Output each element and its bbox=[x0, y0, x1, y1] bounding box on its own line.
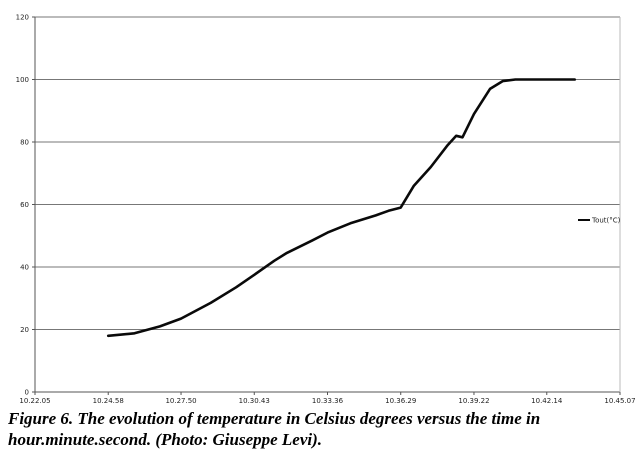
legend-label: Tout(°C) bbox=[591, 217, 621, 225]
y-tick-label: 60 bbox=[20, 201, 29, 209]
figure-caption: Figure 6. The evolution of temperature i… bbox=[8, 409, 541, 449]
temperature-chart: 0 20 40 60 80 100 120 10.22.05 10.24.58 10.27.50… bbox=[16, 14, 636, 406]
y-tick-label: 0 bbox=[25, 389, 29, 397]
x-tick-labels: 10.22.05 10.24.58 10.27.50 10.30.43 10.33.36… bbox=[19, 392, 636, 405]
legend: Tout(°C) bbox=[578, 217, 621, 225]
y-tick-label: 80 bbox=[20, 139, 29, 147]
x-tick-label: 10.36.29 bbox=[385, 397, 416, 405]
y-tick-label: 100 bbox=[16, 76, 29, 84]
y-tick-label: 120 bbox=[16, 14, 29, 22]
x-tick-label: 10.22.05 bbox=[19, 397, 50, 405]
gridlines bbox=[35, 16, 620, 330]
series-line bbox=[106, 78, 577, 338]
x-tick-label: 10.45.07 bbox=[604, 397, 635, 405]
x-tick-label: 10.24.58 bbox=[93, 397, 124, 405]
x-tick-label: 10.42.14 bbox=[531, 397, 563, 405]
x-tick-label: 10.27.50 bbox=[165, 397, 196, 405]
series bbox=[106, 78, 577, 338]
y-tick-label: 20 bbox=[20, 326, 29, 334]
x-tick-label: 10.30.43 bbox=[239, 397, 270, 405]
y-tick-label: 40 bbox=[20, 264, 29, 272]
y-tick-labels: 0 20 40 60 80 100 120 bbox=[16, 14, 35, 397]
x-tick-label: 10.33.36 bbox=[312, 397, 344, 405]
x-tick-label: 10.39.22 bbox=[458, 397, 489, 405]
